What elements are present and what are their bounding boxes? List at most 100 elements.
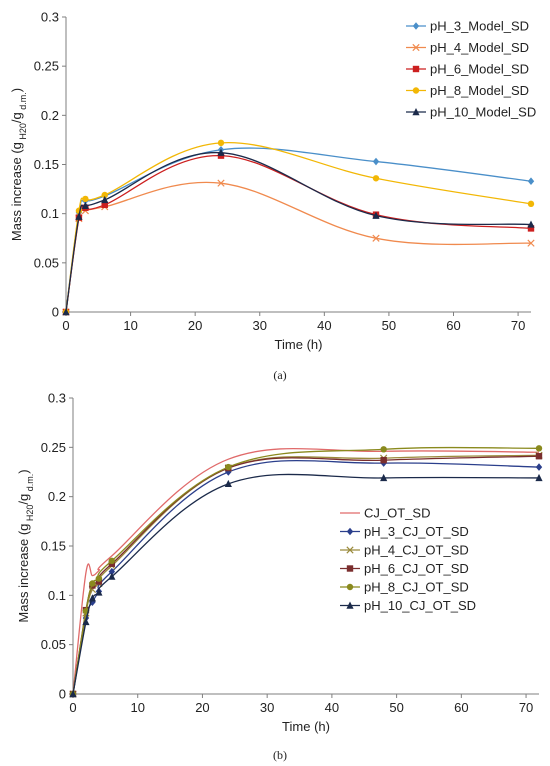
chart-b-x-tick-label: 60	[454, 700, 468, 715]
chart-a-x-tick-label: 70	[511, 318, 525, 333]
chart-b-data-point	[380, 446, 387, 453]
chart-b-y-tick-label: 0.2	[48, 489, 66, 504]
chart-b-series-line-1	[72, 459, 540, 695]
chart-a-legend-marker	[412, 43, 420, 52]
chart-a-x-tick-label: 30	[253, 318, 267, 333]
chart-a-x-tick-label: 60	[446, 318, 460, 333]
chart-b-data-point	[535, 463, 543, 471]
chart-a-x-tick-label: 10	[123, 318, 137, 333]
chart-a-legend-label: pH_8_Model_SD	[430, 83, 529, 98]
chart-b-data-point	[82, 617, 90, 626]
chart-b-legend-label: pH_4_CJ_OT_SD	[364, 543, 469, 558]
chart-b-x-tick-label: 10	[130, 700, 144, 715]
chart-a-legend-marker	[412, 65, 420, 73]
chart-b-data-point	[380, 473, 388, 482]
chart-a-legend-marker	[412, 108, 420, 116]
chart-b-legend-marker	[346, 565, 354, 572]
chart-b-data-point	[535, 445, 543, 452]
chart-b-legend-marker	[346, 601, 354, 609]
chart-a-x-tick-label: 50	[382, 318, 396, 333]
chart-a-data-point	[527, 225, 535, 232]
chart-b-legend-label: CJ_OT_SD	[364, 506, 430, 521]
chart-b-x-tick-label: 20	[195, 700, 209, 715]
chart-b-series-line-5	[72, 473, 540, 695]
chart-a-data-point	[81, 201, 89, 209]
chart-b-data-point	[535, 473, 543, 482]
chart-b-data-point	[95, 588, 103, 596]
chart-b-data-point	[69, 690, 77, 698]
chart-b-y-tick-label: 0.1	[48, 588, 66, 603]
chart-b-x-tick-label: 40	[325, 700, 339, 715]
chart-a-y-tick-label: 0	[52, 305, 59, 320]
chart-a-data-point	[527, 239, 535, 247]
chart-a-y-tick-label: 0.15	[34, 157, 59, 172]
chart-b-data-point	[225, 463, 232, 471]
chart-a-legend-label: pH_6_Model_SD	[430, 62, 529, 77]
chart-a-data-point	[82, 195, 89, 203]
chart-a-data-point	[527, 177, 535, 186]
chart-a-x-tick-label: 40	[317, 318, 331, 333]
chart-b-data-point	[108, 567, 116, 576]
chart-b-x-tick-label: 0	[69, 700, 76, 715]
chart-b-series-line-3	[72, 455, 540, 695]
chart-a: 0 0.05 0.1 0.15 0.2 0.25 0.3 0 10 20 30 40 50 60 70 Tim…	[9, 10, 536, 353]
chart-a-y-tick-label: 0.05	[34, 255, 59, 270]
chart-a-data-point	[372, 175, 380, 182]
chart-b-legend-marker	[346, 583, 354, 591]
chart-b-legend-label: pH_10_CJ_OT_SD	[364, 598, 476, 613]
chart-b-data-point	[89, 598, 96, 607]
chart-a-y-axis-title: Mass increase (g H20/g d.m.)	[9, 88, 28, 241]
chart-b-y-tick-label: 0.3	[48, 391, 66, 406]
chart-a-data-point	[527, 220, 535, 228]
chart-b-data-point	[108, 557, 116, 564]
chart-a-legend-label: pH_4_Model_SD	[430, 40, 529, 55]
chart-a-legend: pH_3_Model_SD pH_4_Model_SD pH_6_Model_SDp…	[406, 19, 536, 120]
chart-b: 0 0.05 0.1 0.15 0.2 0.25 0.3 0 10 20 30 40 50 60 70 Tim…	[16, 391, 543, 734]
chart-a-data-point	[101, 191, 108, 199]
chart-b-series-line-0	[72, 447, 540, 695]
chart-a-data-point	[372, 211, 380, 219]
chart-b-data-point	[89, 580, 96, 587]
chart-a-legend-label: pH_3_Model_SD	[430, 19, 529, 34]
chart-b-x-tick-label: 50	[389, 700, 403, 715]
chart-a-data-point	[217, 179, 225, 187]
caption-b: (b)	[273, 748, 287, 762]
chart-b-legend: CJ_OT_SD pH_3_CJ_OT_SD pH_4_CJ_OT_SD pH_6_C…	[340, 506, 476, 613]
chart-b-data-point	[380, 456, 387, 464]
chart-b-legend-marker	[346, 546, 354, 554]
chart-a-data-point	[372, 157, 380, 166]
chart-a-legend-marker	[412, 22, 420, 30]
chart-a-legend-marker	[412, 87, 420, 94]
chart-b-data-point	[535, 453, 543, 460]
chart-b-data-point	[88, 594, 97, 602]
chart-a-data-point	[372, 234, 380, 242]
chart-b-y-tick-label: 0.15	[41, 539, 66, 554]
chart-a-data-point	[62, 308, 70, 316]
chart-b-data-point	[95, 575, 103, 582]
chart-b-x-tick-label: 30	[260, 700, 274, 715]
chart-b-data-point	[108, 572, 116, 580]
chart-b-legend-marker	[346, 527, 354, 536]
chart-b-legend-label: pH_3_CJ_OT_SD	[364, 524, 469, 539]
chart-a-x-tick-label: 0	[62, 318, 69, 333]
caption-a: (a)	[273, 368, 286, 382]
chart-b-series-line-2	[72, 454, 540, 695]
chart-a-x-tick-label: 20	[188, 318, 202, 333]
chart-b-data-point	[224, 479, 232, 488]
chart-a-series-line-2	[65, 154, 532, 313]
chart-b-series-line-4	[72, 446, 540, 695]
chart-a-y-tick-label: 0.1	[41, 206, 59, 221]
chart-a-x-axis-title: Time (h)	[275, 337, 323, 352]
chart-a-series-line-1	[65, 181, 532, 313]
chart-a-data-point	[101, 195, 109, 204]
chart-a-series-line-3	[65, 142, 532, 313]
chart-a-data-point	[217, 148, 225, 156]
chart-a-data-point	[527, 200, 535, 208]
chart-b-y-tick-label: 0	[59, 687, 66, 702]
chart-b-y-tick-label: 0.05	[41, 637, 66, 652]
chart-b-legend-label: pH_8_CJ_OT_SD	[364, 580, 469, 595]
chart-a-data-point	[101, 201, 108, 209]
chart-b-y-axis-title: Mass increase (g H20/g d.m.)	[16, 469, 35, 622]
chart-b-x-axis-title: Time (h)	[282, 719, 330, 734]
